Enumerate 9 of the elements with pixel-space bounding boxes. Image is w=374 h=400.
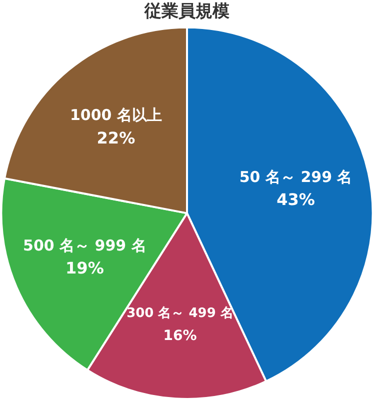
chart-title: 従業員規模: [144, 2, 230, 22]
slice-label: 1000 名以上: [70, 106, 162, 124]
data-label: 43%: [276, 190, 315, 210]
data-label: 22%: [96, 128, 136, 148]
slice-label: 500 名～ 999 名: [23, 236, 146, 254]
data-label: 16%: [163, 328, 197, 344]
data-label: 19%: [66, 258, 104, 278]
slice-label: 300 名～ 499 名: [126, 306, 234, 321]
slice-label: 50 名～ 299 名: [239, 168, 352, 186]
